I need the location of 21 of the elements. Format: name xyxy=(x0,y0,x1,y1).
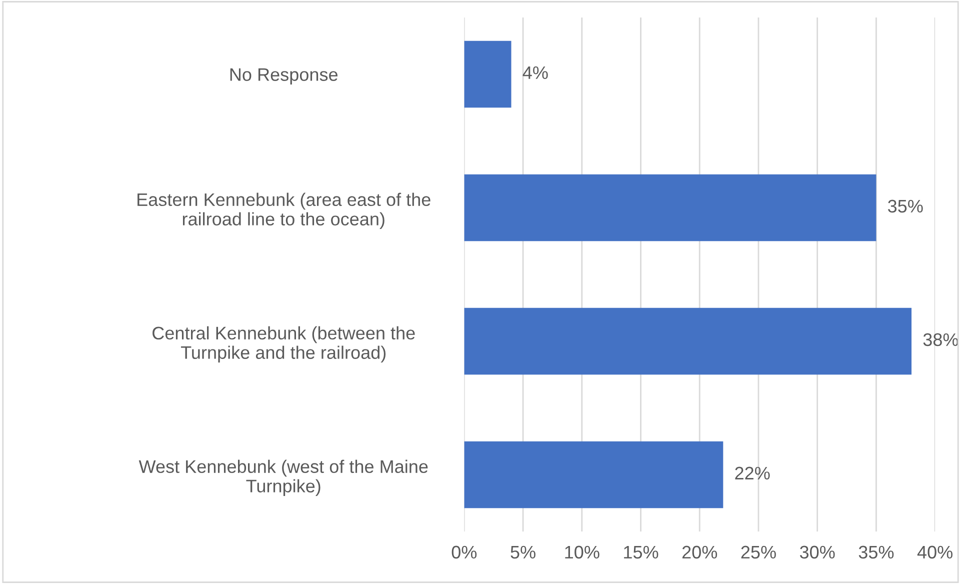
x-tick-label: 30% xyxy=(800,546,835,559)
x-tick-label: 20% xyxy=(682,546,718,559)
x-tick-label: 35% xyxy=(858,546,894,559)
bar xyxy=(464,441,724,508)
data-label: 4% xyxy=(522,66,548,80)
bar xyxy=(464,40,512,108)
y-tick-label: West Kennebunk (west of the Maine Turnpike) xyxy=(138,460,428,496)
data-label: 38% xyxy=(923,333,958,346)
data-label: 35% xyxy=(888,200,923,213)
y-tick-label: Eastern Kennebunk (area east of the railroad line to the ocean) xyxy=(138,192,430,230)
bar xyxy=(464,308,912,375)
x-tick-label: 0% xyxy=(452,546,477,559)
data-label: 22% xyxy=(735,466,770,480)
x-tick-label: 15% xyxy=(624,546,658,559)
x-tick-label: 25% xyxy=(741,546,776,559)
y-tick-label: Central Kennebunk (between the Turnpike and the railroad) xyxy=(152,326,415,363)
y-tick-label: No Response xyxy=(230,68,338,85)
x-tick-label: 5% xyxy=(510,546,536,559)
x-tick-label: 10% xyxy=(565,546,600,559)
x-tick-label: 40% xyxy=(917,546,952,559)
bar xyxy=(464,174,876,242)
